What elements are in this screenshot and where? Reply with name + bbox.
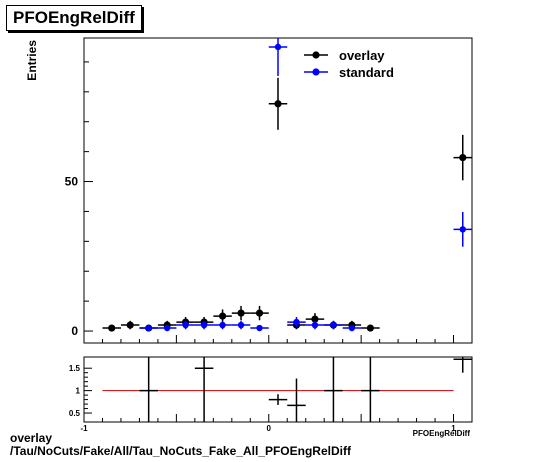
y-tick-label: 0 [71, 324, 78, 338]
y-axis-label: Entries [25, 40, 39, 81]
legend-standard-label: standard [339, 65, 394, 80]
ratio-plot-frame [83, 356, 473, 423]
legend-overlay-marker [312, 51, 320, 59]
overlay-point [108, 324, 116, 332]
overlay-point [126, 321, 134, 329]
footer-line-1: overlay [10, 431, 53, 445]
standard-point [311, 321, 319, 329]
x-tick-label: 1 [451, 424, 456, 433]
standard-point [200, 321, 208, 329]
ratio-data-marks [139, 357, 472, 422]
standard-point [293, 318, 300, 326]
ratio-axes: 0.5 1 1.5 -1 0 1 [69, 364, 473, 433]
standard-point [145, 324, 152, 332]
x-tick-label: -1 [80, 424, 88, 433]
plot-title: PFOEngRelDiff [6, 5, 142, 31]
standard-point [330, 321, 337, 329]
overlay-point [218, 312, 227, 320]
overlay-point [274, 100, 282, 108]
overlay-point [459, 154, 467, 162]
standard-point [219, 321, 226, 329]
footer-caption: overlay /Tau/NoCuts/Fake/All/Tau_NoCuts_… [10, 432, 351, 458]
ratio-y-tick-label: 1.5 [69, 364, 81, 373]
x-tick-label: 0 [267, 424, 272, 433]
ratio-y-tick-label: 1 [76, 387, 81, 396]
overlay-point [237, 309, 245, 317]
legend: overlay standard [304, 48, 394, 80]
standard-point [274, 43, 282, 51]
standard-point [182, 321, 189, 329]
overlay-point [366, 324, 374, 332]
overlay-point [311, 315, 319, 323]
standard-point [237, 321, 245, 329]
ratio-y-tick-label: 0.5 [69, 409, 81, 418]
standard-point [163, 324, 171, 332]
main-data-marks [102, 38, 472, 332]
x-axis-label: PFOEngRelDiff [413, 429, 471, 438]
standard-point [256, 324, 263, 332]
standard-point [348, 324, 356, 332]
legend-overlay-label: overlay [339, 48, 385, 63]
footer-line-2: /Tau/NoCuts/Fake/All/Tau_NoCuts_Fake_All… [10, 444, 351, 458]
legend-standard-marker [312, 68, 320, 76]
overlay-point [255, 309, 264, 317]
standard-point [459, 226, 466, 233]
y-tick-label: 50 [65, 175, 79, 189]
main-axes: 0 50 [65, 61, 473, 343]
